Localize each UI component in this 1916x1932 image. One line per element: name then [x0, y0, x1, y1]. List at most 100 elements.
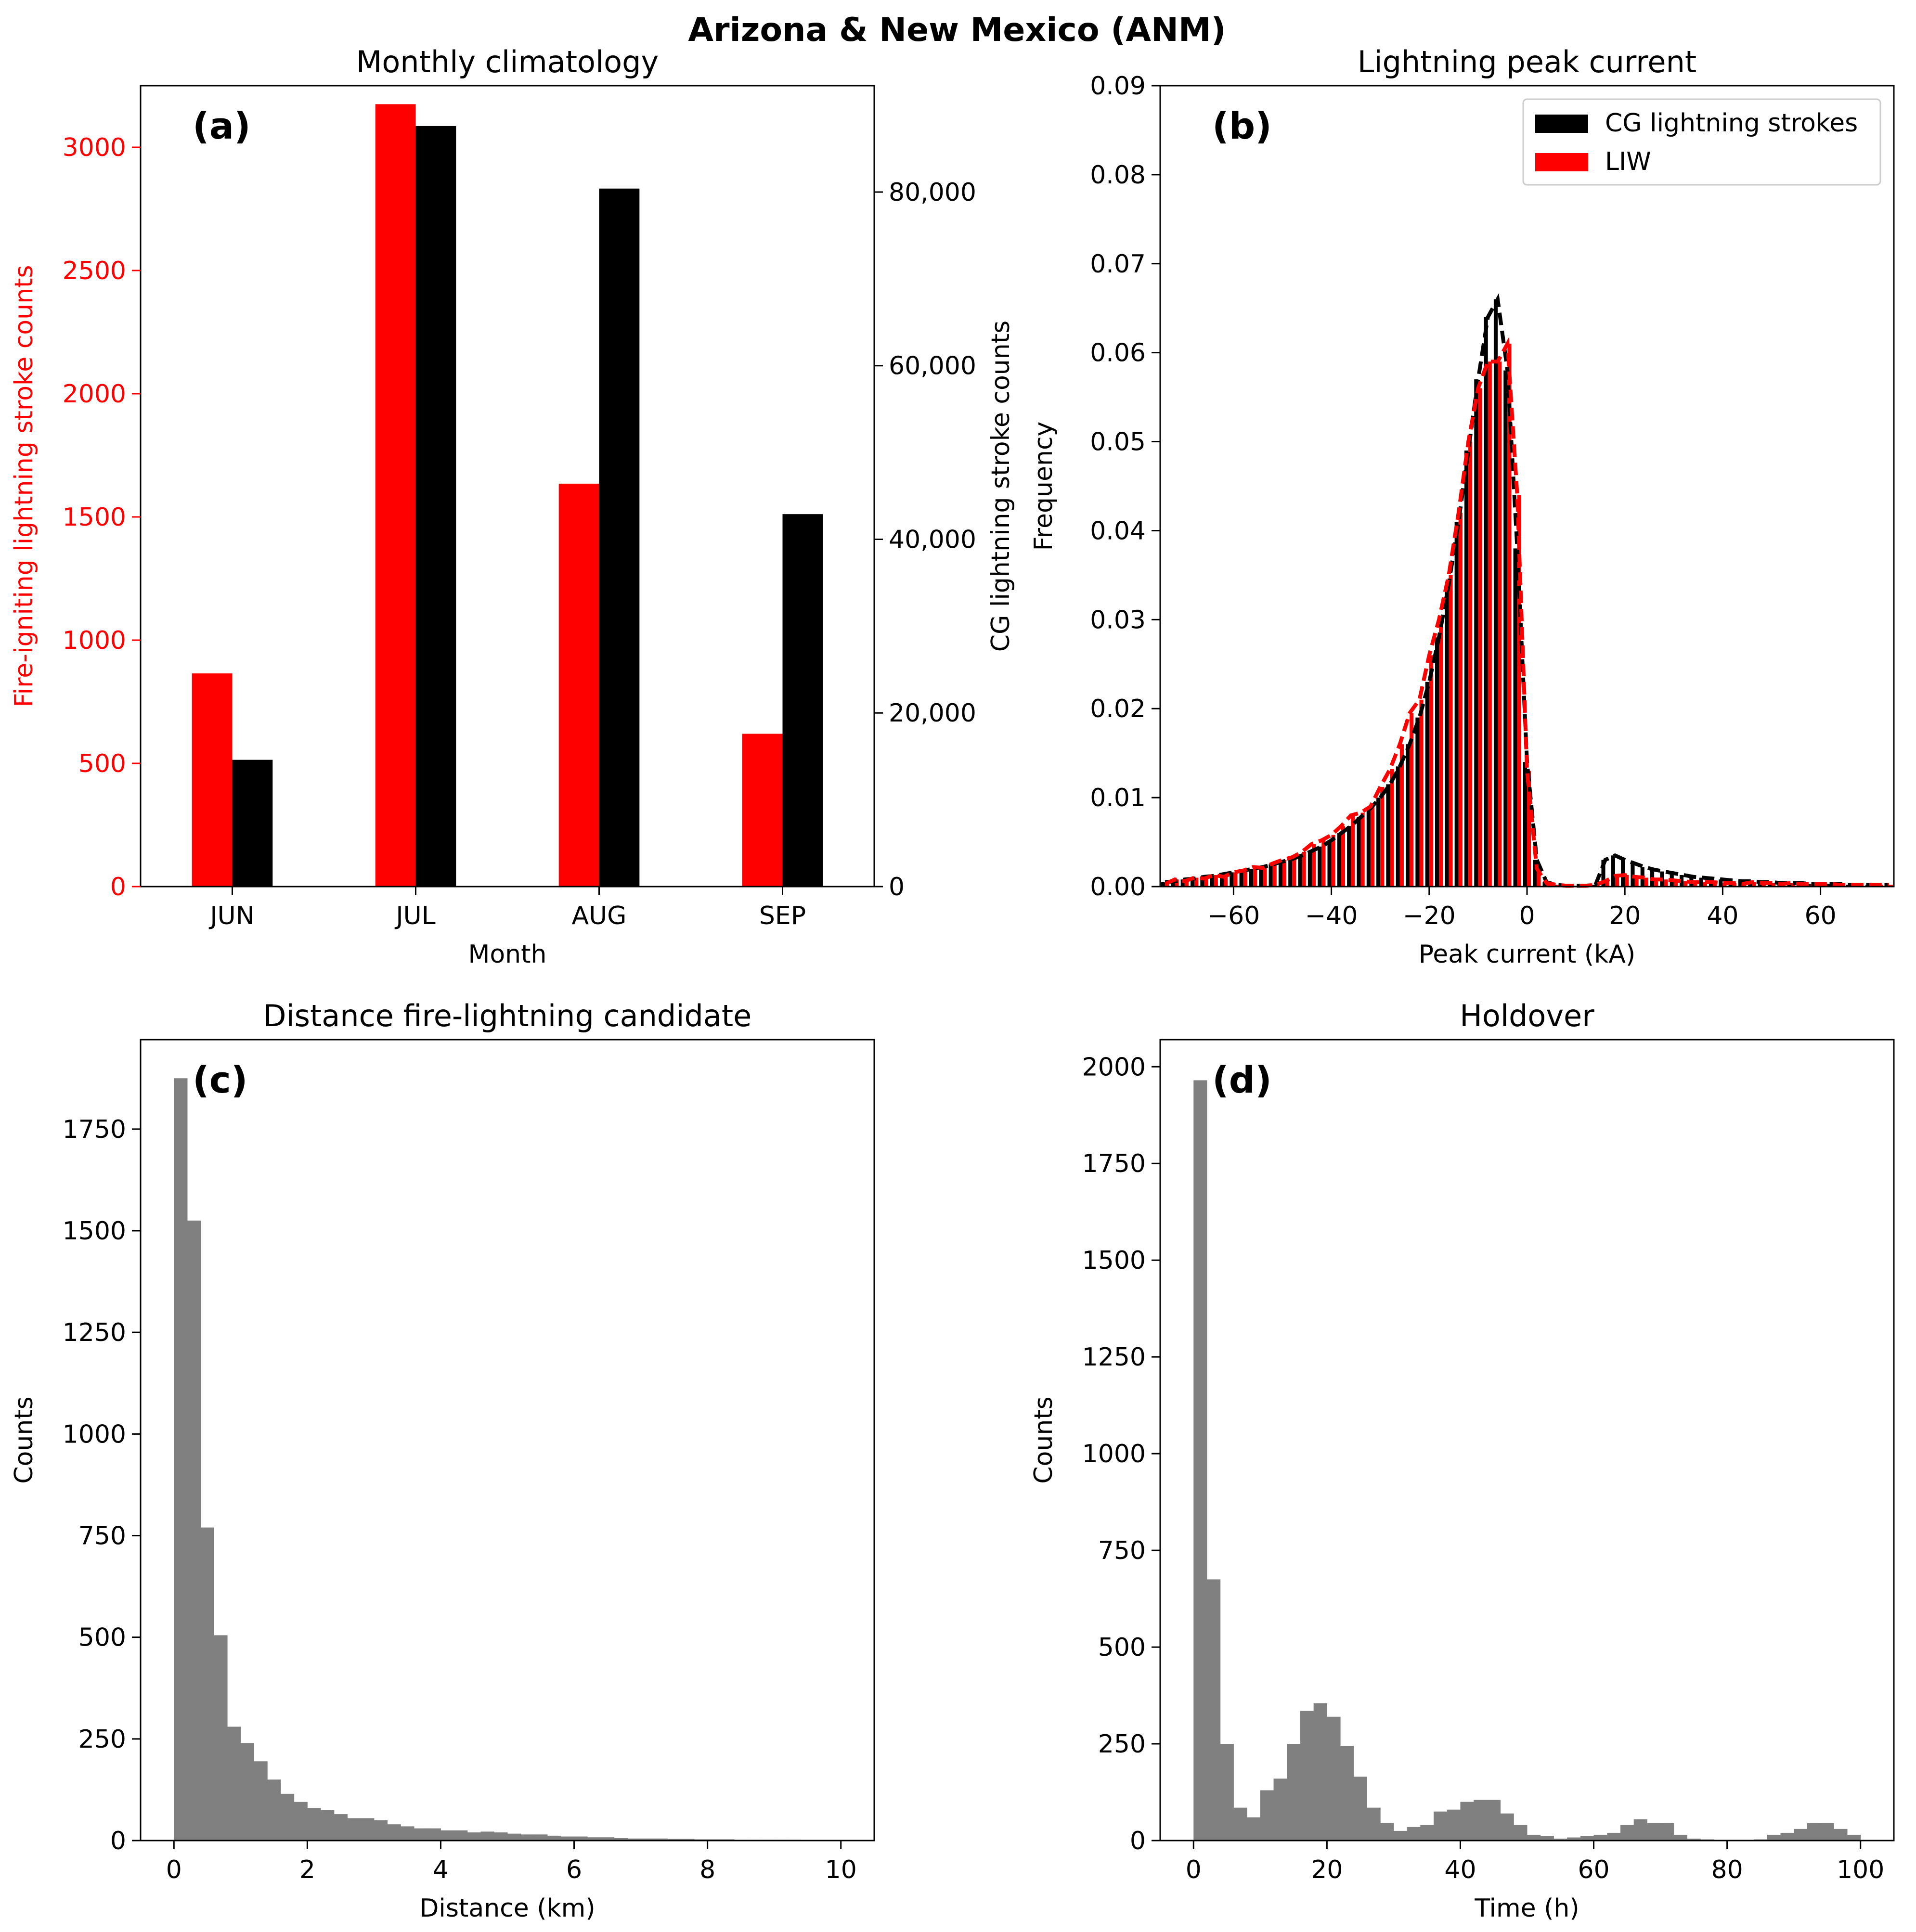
bar-cg-bin — [1190, 878, 1195, 887]
bar-liw-bin — [1615, 876, 1619, 887]
panel-label: (b) — [1212, 104, 1272, 147]
histogram-bar — [1407, 1827, 1421, 1841]
histogram-bar — [1540, 1836, 1554, 1841]
plot-frame — [140, 85, 875, 888]
bar-cg-bin — [1357, 817, 1361, 887]
bar-liw-bin — [1272, 863, 1277, 887]
y-right-tick-label: 40,000 — [889, 525, 976, 554]
histogram-bar — [227, 1726, 241, 1841]
bar-liw-bin — [1399, 744, 1404, 887]
panel-label: (c) — [193, 1058, 248, 1101]
x-tick-label: 2 — [299, 1855, 315, 1884]
bar-liw-bin — [1517, 495, 1521, 887]
y-right-tick-label: 0 — [889, 873, 905, 902]
histogram-bar — [1273, 1778, 1287, 1841]
legend-label: CG lightning strokes — [1605, 109, 1858, 138]
bar-fire-igniting-jun — [192, 673, 233, 887]
y-axis-label: Counts — [1029, 1396, 1058, 1484]
histogram-bar — [560, 1836, 575, 1841]
bar-cg-bin — [1621, 860, 1625, 887]
bar-fire-igniting-aug — [558, 483, 599, 887]
histogram-bar — [1593, 1834, 1607, 1841]
y-right-tick-label: 60,000 — [889, 352, 976, 381]
plot-frame — [1159, 1039, 1895, 1842]
histogram-bar — [627, 1838, 641, 1841]
bar-liw-bin — [1556, 885, 1561, 887]
bar-cg-bin — [1454, 521, 1459, 887]
histogram-bar — [307, 1808, 321, 1841]
bar-cg-bin — [1171, 881, 1175, 887]
x-tick-label: 4 — [433, 1855, 449, 1884]
y-tick-label: 1500 — [63, 1217, 126, 1246]
bar-cg-bin — [1327, 840, 1332, 887]
histogram-bar — [1434, 1811, 1448, 1841]
histogram-bar — [1647, 1823, 1661, 1841]
histogram-bar — [1340, 1746, 1354, 1841]
y-tick-label: 1000 — [63, 1420, 126, 1449]
y-tick-label: 1750 — [1082, 1149, 1146, 1178]
bar-cg-bin — [1445, 584, 1449, 887]
y-axis-label: Frequency — [1029, 422, 1058, 551]
histogram-bar — [654, 1838, 668, 1841]
y-tick-label: 1000 — [63, 626, 126, 655]
bar-liw-bin — [1233, 872, 1238, 887]
histogram-bar — [667, 1839, 681, 1841]
x-axis-label: Time (h) — [1474, 1894, 1579, 1923]
y-tick-label: 3000 — [63, 133, 126, 162]
bar-cg-bin — [1826, 884, 1830, 887]
histogram-bar — [1420, 1825, 1434, 1841]
bar-cg-bin — [1200, 876, 1204, 887]
histogram-bar — [374, 1820, 388, 1841]
bar-liw-bin — [1703, 882, 1707, 887]
bar-liw-bin — [1380, 786, 1385, 887]
histogram-bar — [1327, 1716, 1341, 1841]
chart-title: Lightning peak current — [1358, 44, 1696, 79]
chart-title: Monthly climatology — [356, 44, 659, 79]
histogram-bar — [1820, 1823, 1834, 1841]
bar-liw-bin — [1654, 879, 1658, 887]
bar-liw-bin — [1752, 882, 1756, 887]
histogram-bar — [1380, 1823, 1394, 1841]
histogram-bar — [1460, 1802, 1474, 1841]
histogram-bar — [1767, 1834, 1781, 1841]
bar-liw-bin — [1713, 882, 1717, 887]
x-tick-label: JUL — [394, 902, 435, 930]
chart-title: Distance fire-lightning candidate — [263, 998, 752, 1033]
x-tick-label: 6 — [566, 1855, 582, 1884]
x-axis-label: Peak current (kA) — [1419, 940, 1635, 969]
histogram-bar — [1567, 1837, 1581, 1841]
histogram-bar — [1193, 1080, 1207, 1841]
histogram-bar — [1554, 1838, 1567, 1841]
bar-cg-jul — [415, 126, 456, 887]
bar-liw-bin — [1341, 826, 1346, 887]
histogram-bar — [494, 1832, 508, 1841]
bar-liw-bin — [1175, 879, 1179, 887]
bar-cg-bin — [1533, 860, 1537, 887]
bar-cg-bin — [1376, 798, 1381, 887]
bar-liw-bin — [1439, 619, 1443, 887]
bar-liw-bin — [1644, 877, 1648, 887]
bar-cg-bin — [1337, 833, 1341, 887]
bar-cg-bin — [1435, 637, 1439, 887]
histogram-bar — [200, 1527, 214, 1841]
y-tick-label: 2000 — [1082, 1053, 1146, 1082]
bar-cg-bin — [1474, 379, 1478, 887]
x-tick-label: −20 — [1403, 902, 1456, 930]
histogram-bar — [1847, 1834, 1861, 1841]
bar-cg-bin — [1161, 882, 1165, 887]
chart-lightning-peak-current: Lightning peak current Peak current (kA) F… — [1029, 44, 1895, 969]
x-tick-label: 40 — [1707, 902, 1738, 930]
bar-liw-bin — [1311, 844, 1316, 887]
histogram-bar — [1367, 1807, 1381, 1841]
histogram-bar — [1660, 1823, 1674, 1841]
bar-cg-aug — [599, 188, 640, 887]
bar-cg-bin — [1464, 451, 1469, 887]
y-tick-label: 0.00 — [1090, 873, 1146, 902]
y-right-axis-label: CG lightning stroke counts — [986, 321, 1015, 652]
chart-distance-fire-lightning: Distance fire-lightning candidate Distanc… — [10, 998, 875, 1923]
y-tick-label: 250 — [1098, 1730, 1146, 1759]
histogram-bar — [641, 1838, 655, 1841]
bar-liw-bin — [1458, 513, 1463, 887]
